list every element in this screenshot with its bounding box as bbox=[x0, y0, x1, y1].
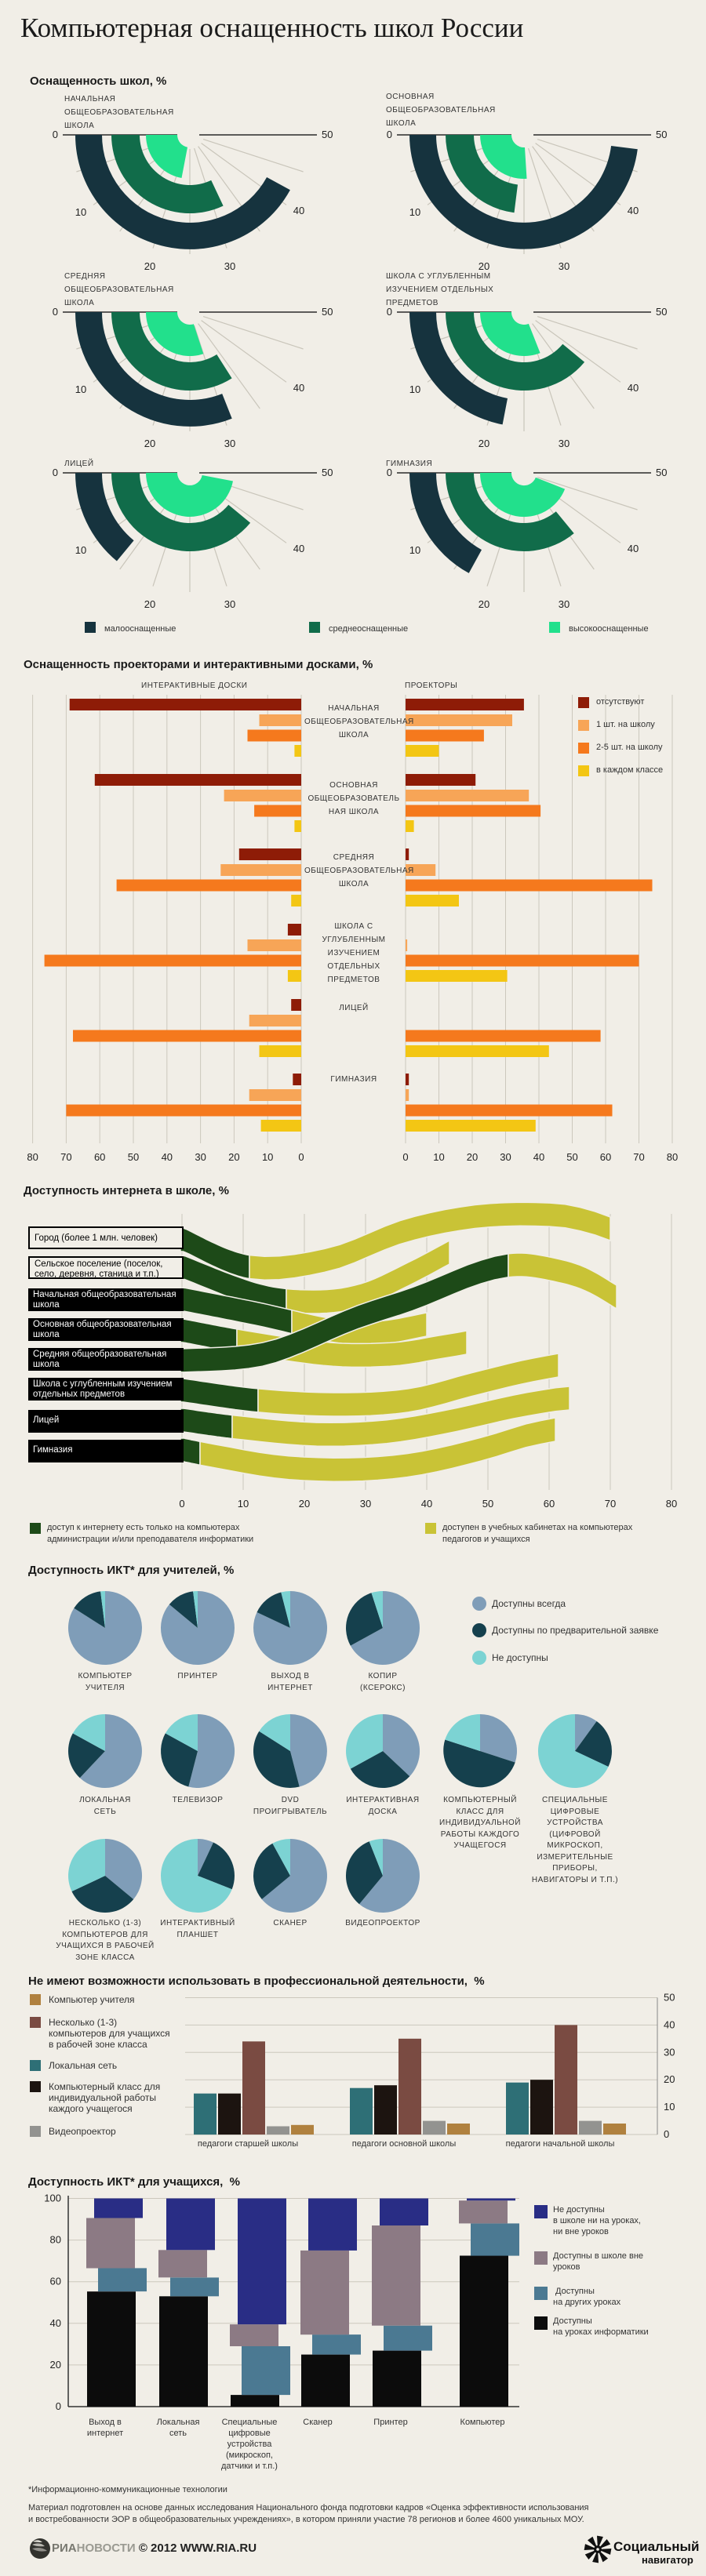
svg-text:80: 80 bbox=[666, 1498, 677, 1510]
svg-text:0: 0 bbox=[664, 2128, 669, 2140]
svg-text:20: 20 bbox=[50, 2359, 61, 2371]
svg-text:20: 20 bbox=[144, 598, 155, 610]
svg-text:10: 10 bbox=[433, 1151, 444, 1163]
svg-text:50: 50 bbox=[482, 1498, 493, 1510]
svg-text:50: 50 bbox=[566, 1151, 577, 1163]
svg-text:50: 50 bbox=[664, 1992, 675, 2004]
svg-text:50: 50 bbox=[322, 306, 333, 318]
svg-text:20: 20 bbox=[467, 1151, 478, 1163]
svg-text:40: 40 bbox=[533, 1151, 544, 1163]
svg-text:30: 30 bbox=[195, 1151, 206, 1163]
svg-text:10: 10 bbox=[664, 2101, 675, 2113]
svg-text:50: 50 bbox=[322, 467, 333, 478]
svg-text:20: 20 bbox=[144, 260, 155, 272]
svg-text:10: 10 bbox=[238, 1498, 249, 1510]
svg-text:30: 30 bbox=[500, 1151, 511, 1163]
svg-text:30: 30 bbox=[224, 260, 235, 272]
svg-text:0: 0 bbox=[387, 467, 392, 478]
svg-text:40: 40 bbox=[293, 382, 304, 394]
svg-text:0: 0 bbox=[402, 1151, 408, 1163]
svg-text:50: 50 bbox=[656, 129, 667, 140]
svg-text:40: 40 bbox=[421, 1498, 432, 1510]
svg-text:40: 40 bbox=[50, 2317, 61, 2329]
svg-text:0: 0 bbox=[53, 129, 58, 140]
svg-text:60: 60 bbox=[94, 1151, 105, 1163]
svg-text:70: 70 bbox=[605, 1498, 616, 1510]
svg-text:30: 30 bbox=[559, 598, 570, 610]
svg-text:0: 0 bbox=[298, 1151, 304, 1163]
svg-text:30: 30 bbox=[559, 438, 570, 449]
svg-text:30: 30 bbox=[559, 260, 570, 272]
svg-text:50: 50 bbox=[322, 129, 333, 140]
svg-text:20: 20 bbox=[299, 1498, 310, 1510]
svg-text:30: 30 bbox=[224, 438, 235, 449]
svg-text:0: 0 bbox=[387, 306, 392, 318]
svg-text:60: 60 bbox=[600, 1151, 611, 1163]
svg-text:10: 10 bbox=[75, 206, 86, 218]
svg-text:80: 80 bbox=[50, 2234, 61, 2246]
svg-text:70: 70 bbox=[60, 1151, 71, 1163]
svg-text:70: 70 bbox=[633, 1151, 644, 1163]
svg-text:30: 30 bbox=[664, 2046, 675, 2058]
svg-text:60: 60 bbox=[50, 2276, 61, 2287]
svg-text:30: 30 bbox=[360, 1498, 371, 1510]
svg-text:50: 50 bbox=[128, 1151, 139, 1163]
svg-text:10: 10 bbox=[409, 206, 420, 218]
svg-text:20: 20 bbox=[479, 598, 489, 610]
svg-text:20: 20 bbox=[664, 2073, 675, 2085]
svg-text:30: 30 bbox=[224, 598, 235, 610]
svg-text:40: 40 bbox=[293, 205, 304, 216]
svg-text:60: 60 bbox=[544, 1498, 555, 1510]
svg-text:40: 40 bbox=[628, 543, 639, 554]
svg-text:10: 10 bbox=[75, 383, 86, 395]
svg-text:10: 10 bbox=[75, 544, 86, 556]
svg-text:20: 20 bbox=[144, 438, 155, 449]
svg-text:0: 0 bbox=[179, 1498, 184, 1510]
svg-text:40: 40 bbox=[293, 543, 304, 554]
svg-text:20: 20 bbox=[228, 1151, 239, 1163]
svg-text:50: 50 bbox=[656, 306, 667, 318]
svg-text:0: 0 bbox=[53, 306, 58, 318]
svg-text:80: 80 bbox=[27, 1151, 38, 1163]
svg-text:100: 100 bbox=[44, 2193, 61, 2204]
svg-text:40: 40 bbox=[664, 2018, 675, 2030]
svg-text:10: 10 bbox=[409, 383, 420, 395]
svg-text:80: 80 bbox=[667, 1151, 678, 1163]
svg-text:40: 40 bbox=[628, 205, 639, 216]
svg-text:0: 0 bbox=[56, 2400, 61, 2412]
svg-text:10: 10 bbox=[409, 544, 420, 556]
svg-text:20: 20 bbox=[479, 438, 489, 449]
svg-text:0: 0 bbox=[53, 467, 58, 478]
svg-text:40: 40 bbox=[628, 382, 639, 394]
svg-text:50: 50 bbox=[656, 467, 667, 478]
svg-text:40: 40 bbox=[162, 1151, 173, 1163]
svg-text:20: 20 bbox=[479, 260, 489, 272]
svg-text:10: 10 bbox=[262, 1151, 273, 1163]
svg-text:0: 0 bbox=[387, 129, 392, 140]
